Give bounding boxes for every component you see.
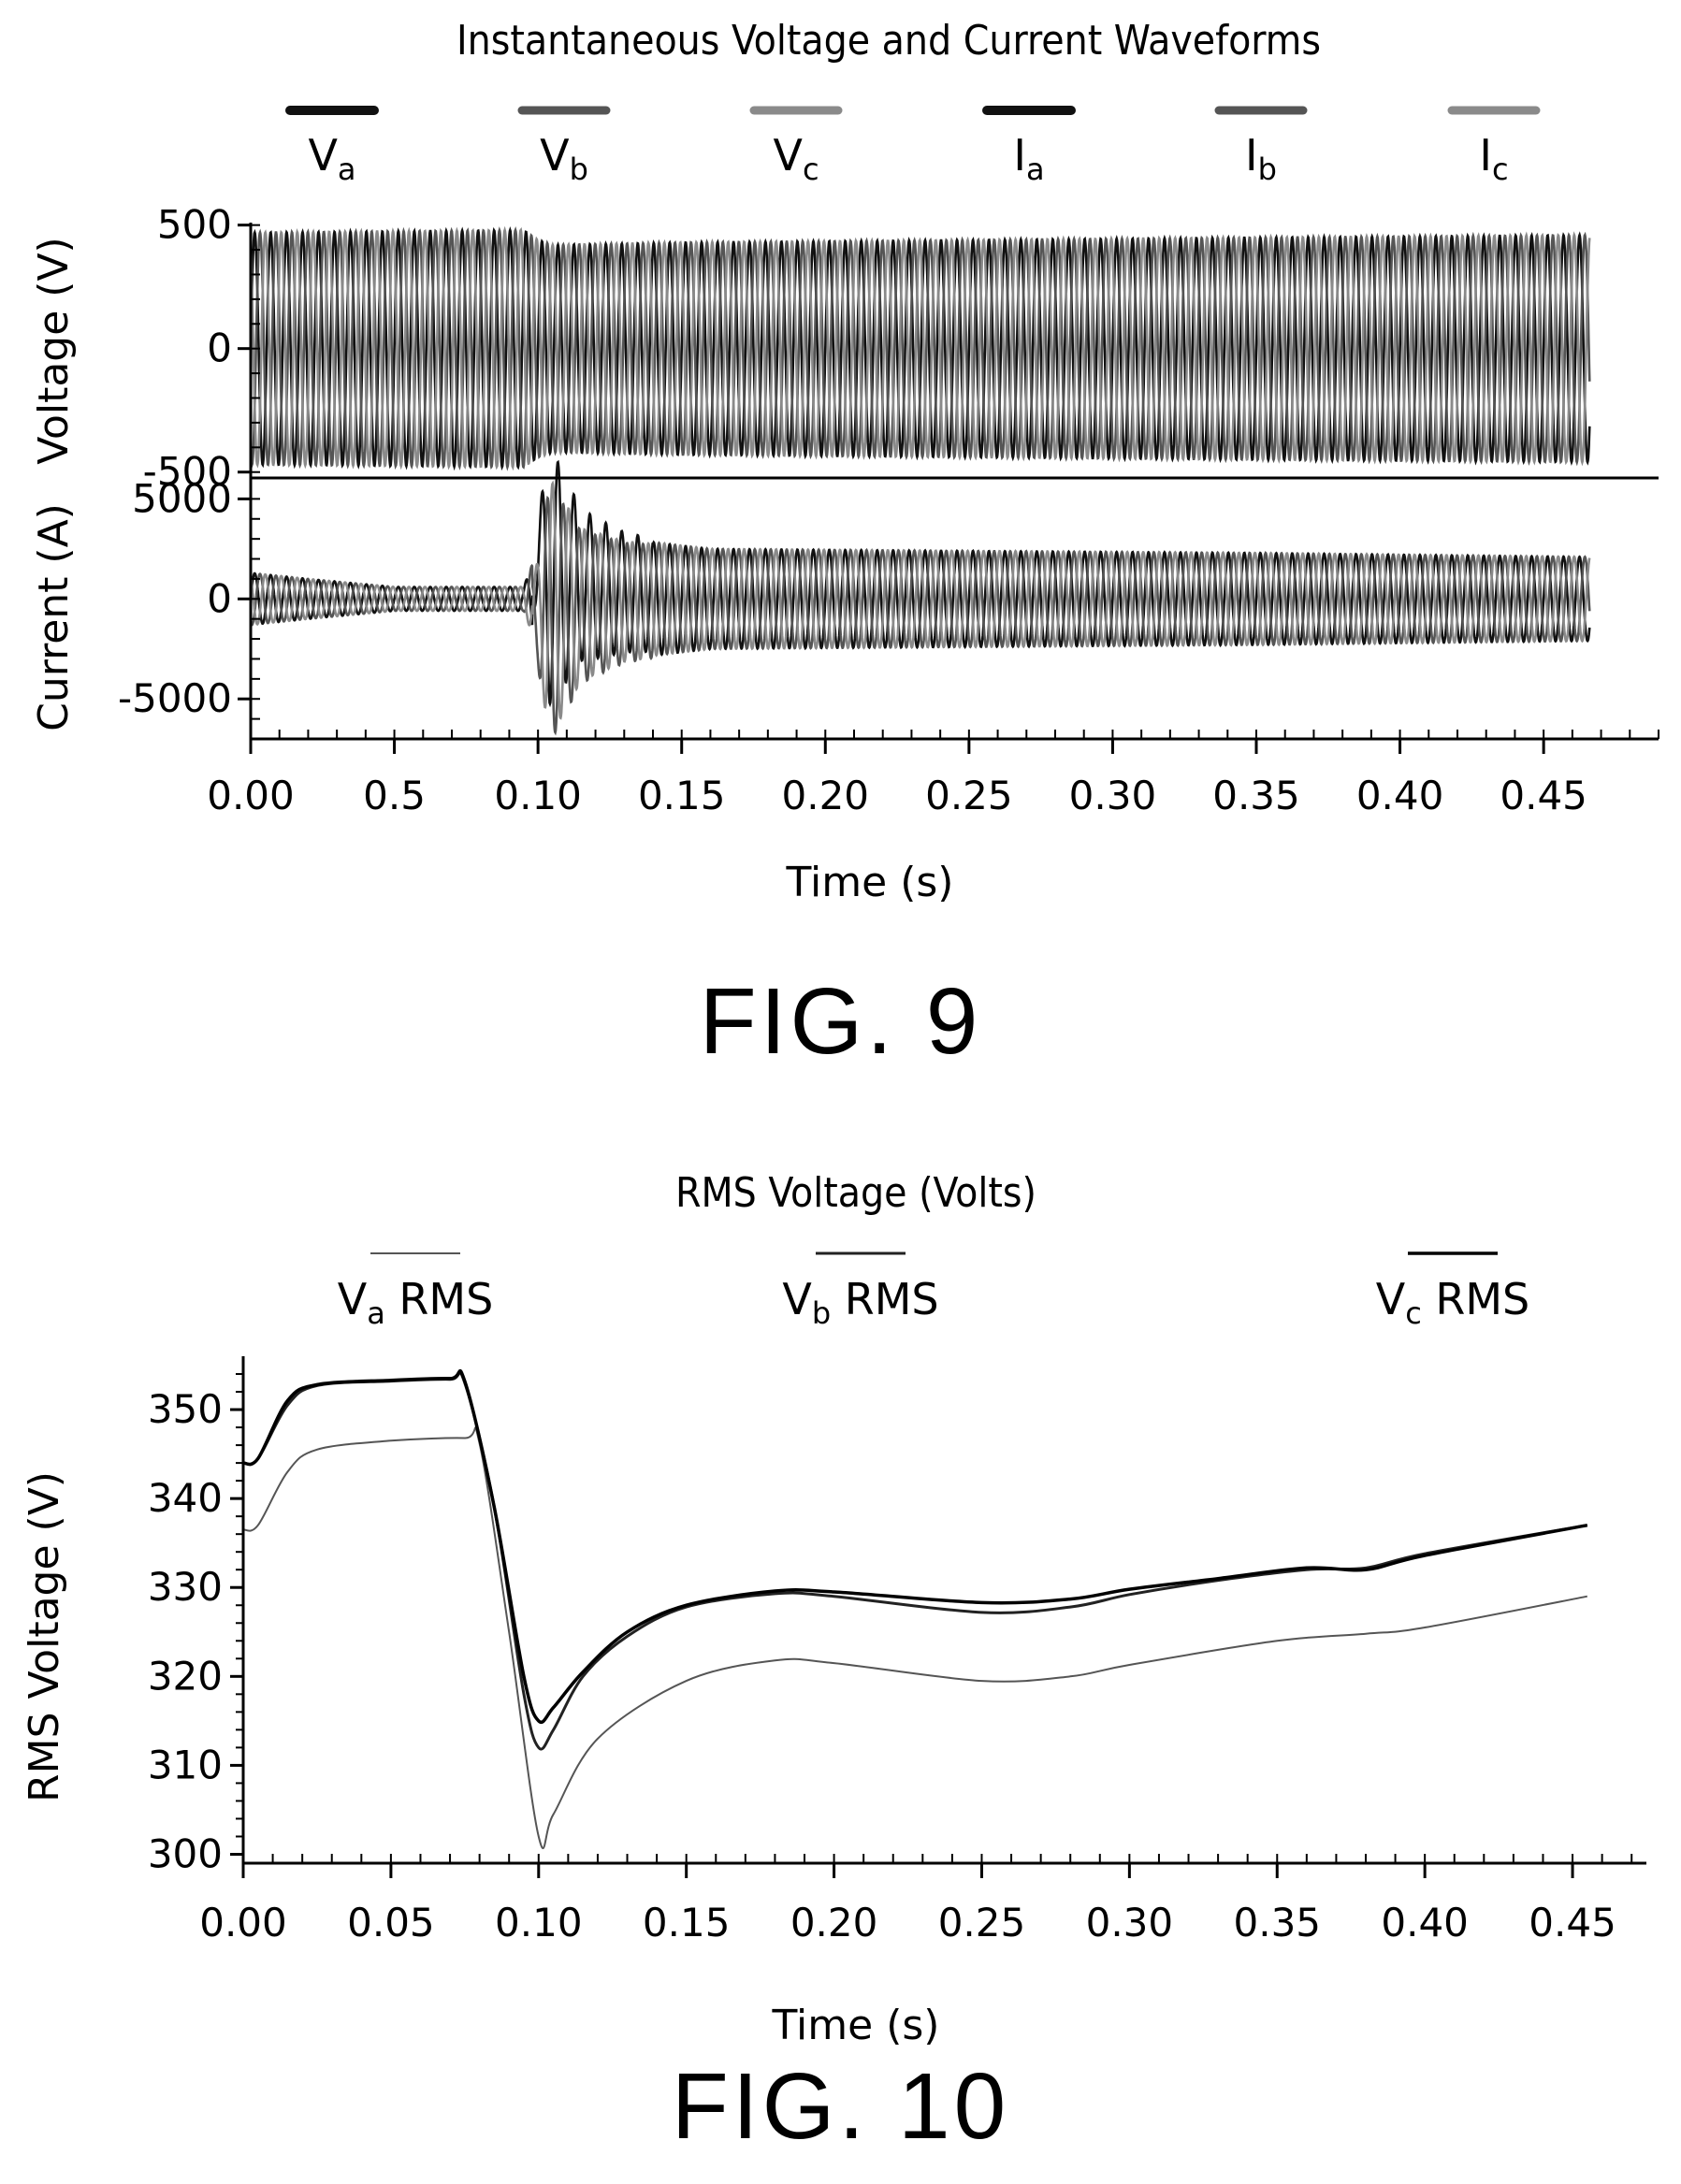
fig9-voltage-ytick-label-1: 0 (207, 325, 232, 371)
fig9-legend-label-1: Vb (540, 130, 588, 187)
fig9-current-series-Ia (249, 459, 1591, 708)
fig10-caption: FIG. 10 (671, 2054, 1010, 2159)
fig10-xtick-label-3: 0.15 (643, 1900, 731, 1945)
fig10-xtick-label-9: 0.45 (1529, 1900, 1616, 1945)
fig10-ytick-label-3: 330 (148, 1564, 223, 1610)
fig9-title: Instantaneous Voltage and Current Wavefo… (456, 17, 1321, 65)
fig10-series-0 (242, 1426, 1587, 1849)
fig10-series-2 (242, 1368, 1588, 1724)
fig9-caption: FIG. 9 (699, 969, 982, 1074)
fig9-xtick-label-4: 0.20 (782, 773, 870, 818)
fig9-xtick-label-0: 0.00 (207, 773, 295, 818)
fig10-title: RMS Voltage (Volts) (675, 1169, 1036, 1217)
fig10-xtick-label-8: 0.40 (1381, 1900, 1469, 1945)
fig10-xtick-label-6: 0.30 (1086, 1900, 1174, 1945)
fig10-xtick-label-0: 0.00 (199, 1900, 287, 1945)
fig9-legend-label-4: Ib (1245, 130, 1277, 187)
fig10-ytick-label-1: 310 (148, 1742, 223, 1787)
fig9-xtick-label-6: 0.30 (1069, 773, 1157, 818)
fig10-xtick-label-7: 0.35 (1234, 1900, 1322, 1945)
fig9-xtick-label-2: 0.10 (494, 773, 582, 818)
fig10-legend-label-1: Vb RMS (782, 1274, 938, 1331)
fig10-legend-label-2: Vc RMS (1376, 1274, 1530, 1331)
fig9-voltage-series-Vb (249, 226, 1591, 471)
fig9-xtick-label-1: 0.5 (363, 773, 426, 818)
fig10-xtick-label-1: 0.05 (347, 1900, 435, 1945)
fig10-ytick-label-4: 340 (148, 1475, 223, 1521)
fig9-xlabel: Time (s) (786, 859, 954, 906)
fig9-legend: Va Vb Vc Ia Ib Ic (285, 106, 1541, 187)
fig10-xtick-label-2: 0.10 (495, 1900, 583, 1945)
fig9-xtick-label-5: 0.25 (925, 773, 1013, 818)
fig9-voltage-ytick-label-2: -500 (143, 449, 232, 495)
fig10-xtick-label-4: 0.20 (790, 1900, 878, 1945)
fig10-ytick-label-2: 320 (148, 1653, 223, 1699)
fig9-chart: Instantaneous Voltage and Current Wavefo… (30, 17, 1659, 906)
fig10-legend: Va RMS Vb RMS Vc RMS (338, 1251, 1530, 1331)
fig9-current-ytick-label-0: 5000 (132, 475, 232, 521)
fig10-xlabel: Time (s) (772, 2002, 940, 2049)
fig9-legend-label-0: Va (308, 130, 355, 187)
fig9-voltage-ytick-label-0: 500 (157, 202, 232, 248)
fig10-ytick-label-0: 300 (148, 1830, 223, 1876)
fig10-ylabel: RMS Voltage (V) (21, 1471, 68, 1802)
fig9-xtick-label-9: 0.45 (1500, 773, 1587, 818)
fig9-current-ytick-label-1: 0 (207, 575, 232, 621)
fig9-current-series-Ib (249, 495, 1591, 736)
fig9-xtick-label-3: 0.15 (638, 773, 726, 818)
fig9-xtick-label-7: 0.35 (1212, 773, 1300, 818)
fig10-plot-area (242, 1368, 1588, 1849)
fig10-xtick-label-5: 0.25 (938, 1900, 1026, 1945)
fig9-current-ylabel: Current (A) (30, 503, 78, 731)
fig10-axes: 300 310 320 330 340 350 0.00 0.05 0.10 0.15 0.20 0.… (148, 1356, 1646, 1945)
fig9-legend-label-5: Ic (1479, 130, 1508, 187)
fig10-series-1 (242, 1370, 1588, 1751)
fig9-legend-label-2: Vc (773, 130, 819, 187)
fig10-chart: RMS Voltage (Volts) Va RMS Vb RMS Vc RMS 3… (21, 1169, 1646, 2049)
fig9-plot-area (249, 225, 1591, 736)
fig10-ytick-label-5: 350 (148, 1386, 223, 1432)
fig9-current-series-Ic (249, 480, 1591, 720)
fig9-voltage-series-Vc (249, 225, 1591, 471)
fig10-legend-label-0: Va RMS (338, 1274, 494, 1331)
fig9-legend-label-3: Ia (1013, 130, 1044, 187)
fig9-voltage-ylabel: Voltage (V) (30, 237, 78, 464)
fig9-xtick-label-8: 0.40 (1356, 773, 1444, 818)
fig9-current-ytick-label-2: -5000 (118, 675, 232, 721)
